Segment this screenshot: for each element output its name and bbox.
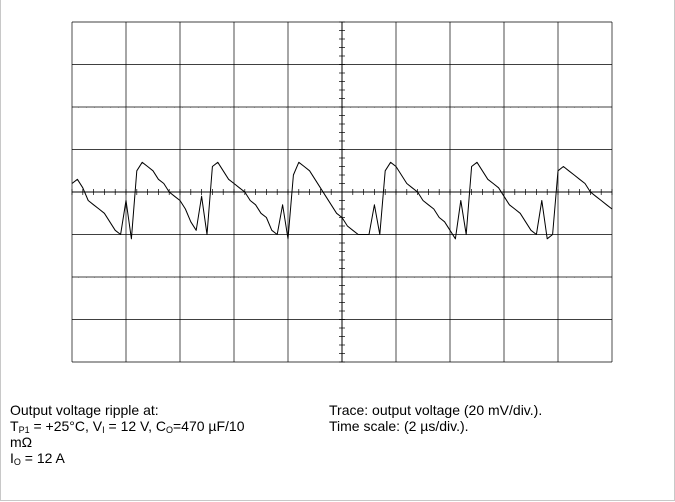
time-scale-description: Time scale: (2 µs/div.). [329, 418, 469, 434]
trace-layer [71, 161, 613, 240]
trace-description: Trace: output voltage (20 mV/div.). [329, 402, 543, 418]
caption-line-3-left: mΩ [10, 434, 33, 450]
grid [71, 21, 613, 363]
caption-line-2-left: TP1 = +25°C, VI = 12 V, CO=470 µF/10 [10, 418, 245, 435]
caption-line-1-left: Output voltage ripple at: [10, 402, 159, 418]
caption-line-4-left: IO = 12 A [10, 450, 65, 467]
output-voltage-trace [71, 161, 613, 240]
oscilloscope-plot [71, 21, 613, 363]
